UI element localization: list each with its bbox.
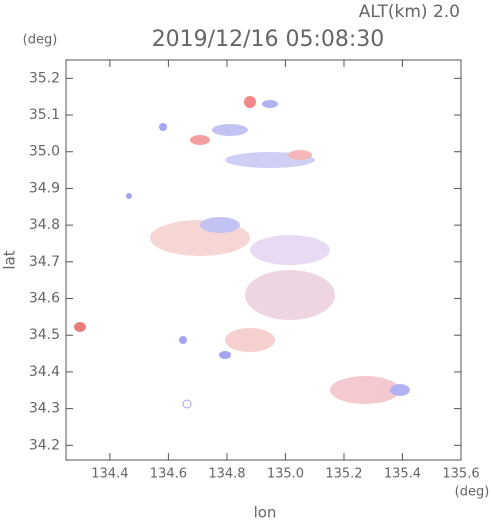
y-tick-label: 34.9: [29, 180, 60, 196]
y-tick-label: 34.4: [29, 364, 60, 380]
x-axis-label: lon: [254, 504, 277, 521]
echo: [244, 96, 256, 108]
x-tick-label: 134.4: [91, 467, 128, 482]
echo: [159, 123, 167, 131]
y-tick-label: 35.0: [29, 144, 60, 160]
x-tick-label: 135.2: [325, 467, 362, 482]
echo: [74, 322, 86, 332]
echo: [330, 376, 400, 404]
y-axis-label: lat: [1, 250, 19, 269]
y-tick-label: 34.3: [29, 401, 60, 417]
x-tick-label: 135.6: [442, 467, 479, 482]
echo-field: [74, 96, 410, 409]
echo: [200, 217, 240, 233]
y-tick-label: 35.1: [29, 107, 60, 123]
chart-title: 2019/12/16 05:08:30: [152, 27, 385, 52]
echo: [190, 135, 210, 145]
y-tick-label: 34.8: [29, 217, 60, 233]
echo: [219, 351, 231, 359]
x-tick-label: 134.6: [150, 467, 187, 482]
plot-frame: [65, 59, 462, 461]
echo: [212, 124, 248, 136]
echo: [245, 270, 335, 320]
echo: [288, 150, 312, 160]
echo: [126, 193, 132, 199]
echo: [390, 384, 410, 396]
echo: [262, 100, 278, 108]
x-tick-label: 135.4: [384, 467, 421, 482]
altitude-label: ALT(km) 2.0: [359, 2, 460, 22]
y-tick-label: 34.2: [29, 437, 60, 453]
x-tick-label: 134.8: [208, 467, 245, 482]
echo: [179, 336, 187, 344]
echo: [182, 399, 192, 409]
echo: [250, 235, 330, 265]
y-unit: (deg): [23, 33, 58, 48]
y-tick-label: 34.5: [29, 327, 60, 343]
echo: [225, 328, 275, 352]
x-unit: (deg): [455, 485, 490, 500]
y-tick-label: 35.2: [29, 70, 60, 86]
y-tick-label: 34.6: [29, 291, 60, 307]
y-tick-label: 34.7: [29, 254, 60, 270]
x-tick-label: 135.0: [267, 467, 304, 482]
